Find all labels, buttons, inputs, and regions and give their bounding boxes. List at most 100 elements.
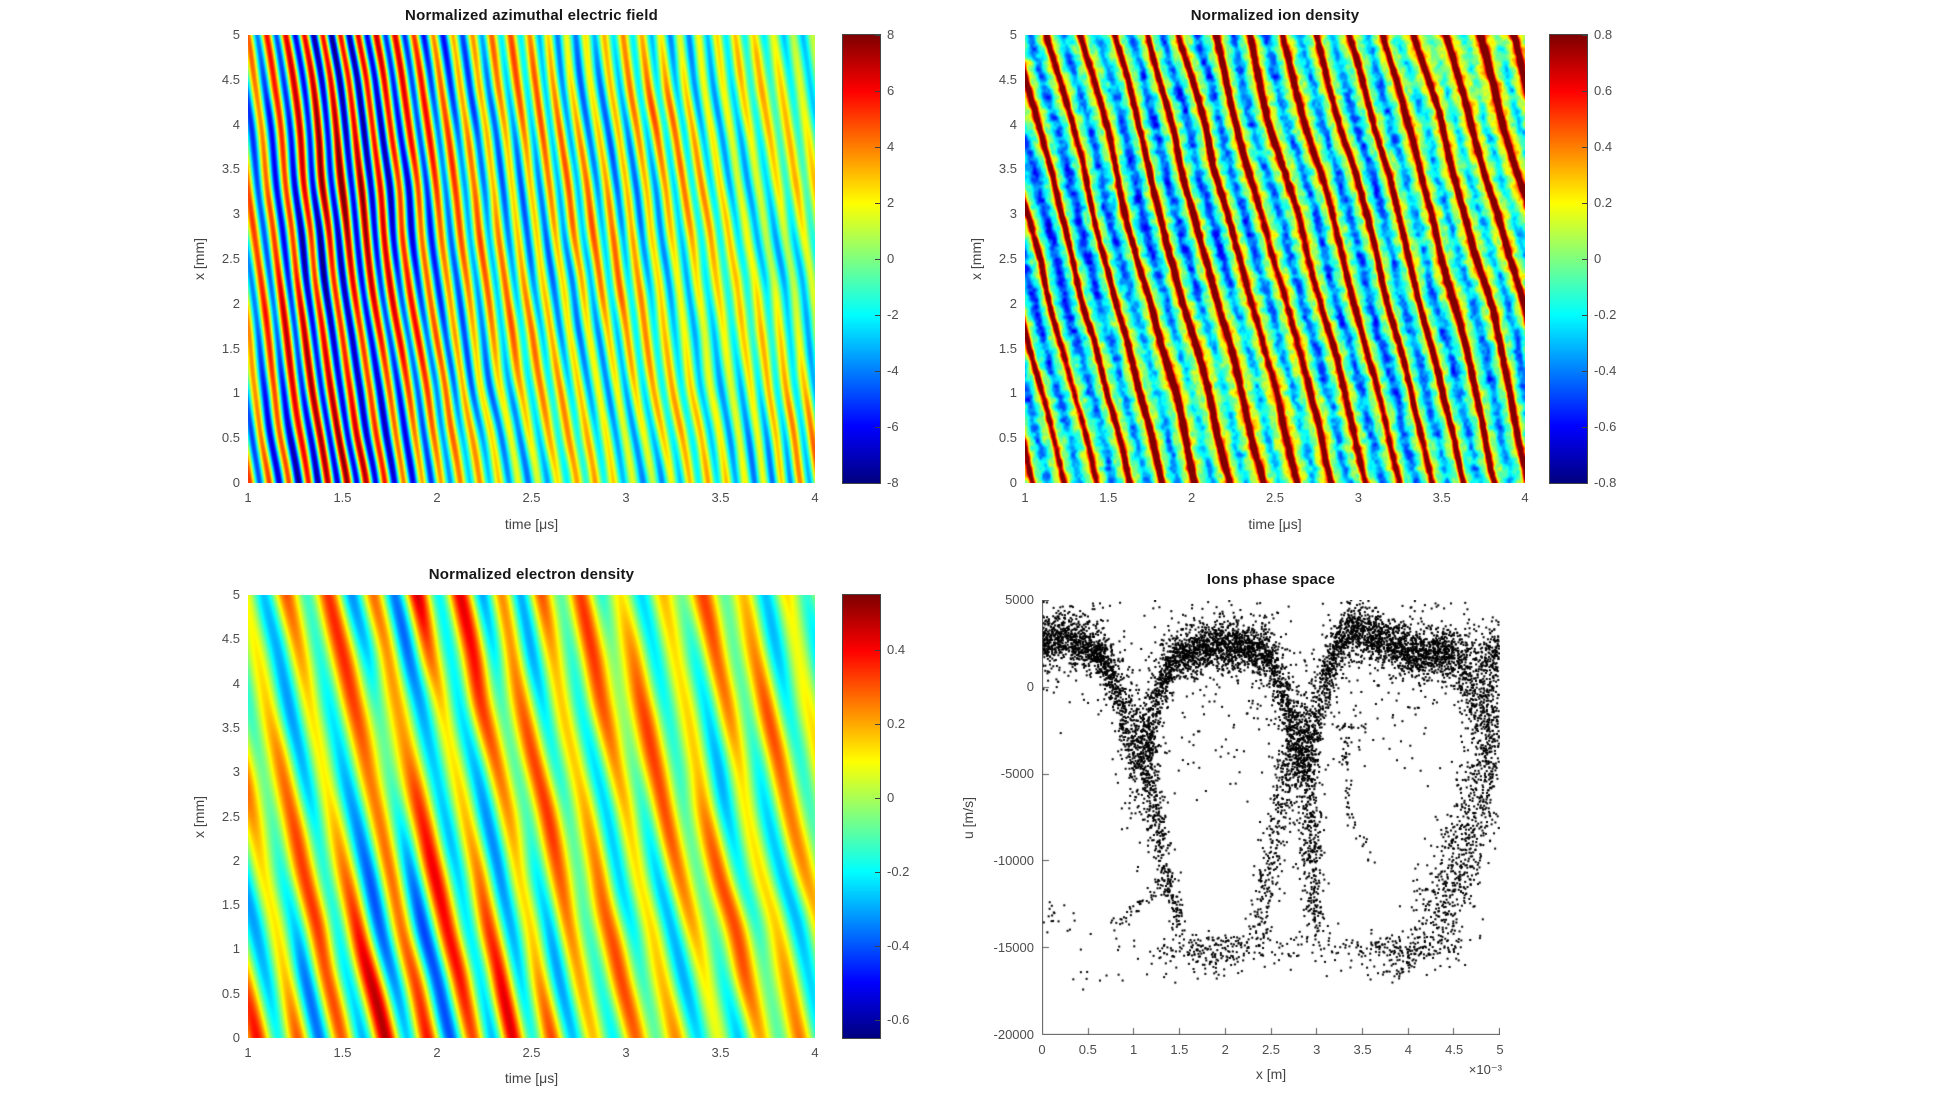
x-tick-label: 3.5: [711, 490, 730, 505]
colorbar-tick-label: 0: [887, 251, 895, 266]
colorbar-tick-label: 0: [1594, 251, 1602, 266]
plot-title-ion-phase-space: Ions phase space: [1206, 571, 1336, 588]
y-axis-label-phase-space: u [m/s]: [960, 796, 976, 840]
x-tick-label: 0: [1038, 1042, 1046, 1057]
y-tick-label: -15000: [993, 940, 1034, 955]
colorbar-tick: [875, 798, 880, 800]
y-tick-label: 3: [1009, 206, 1017, 222]
electric-field-colorbar: [843, 35, 880, 483]
x-tick-label: 1: [1021, 490, 1029, 505]
colorbar-tick: [875, 650, 880, 652]
colorbar-tick-label: 4: [887, 139, 895, 154]
y-tick-label: 3: [232, 764, 240, 780]
colorbar-tick: [875, 371, 880, 372]
colorbar-tick: [875, 724, 880, 726]
y-tick-label: 3.5: [998, 161, 1017, 177]
x-tick-label: 4: [811, 490, 819, 505]
colorbar-tick: [1582, 259, 1587, 260]
x-tick-label: 2.5: [522, 490, 541, 505]
y-tick-label: 5: [1009, 27, 1017, 42]
colorbar-tick-label: -0.8: [1594, 475, 1617, 490]
x-axis-label-electric-field: time [μs]: [504, 516, 559, 532]
x-tick-label: 3: [622, 1045, 630, 1060]
y-tick-label: 1: [232, 941, 240, 957]
y-tick-label: 1.5: [221, 897, 240, 913]
y-tick-label: 0.5: [221, 430, 240, 446]
x-axis-multiplier-label: ×10⁻³: [1468, 1062, 1502, 1077]
y-tick-label: 0: [232, 475, 240, 490]
y-tick-label: -20000: [993, 1027, 1034, 1042]
colorbar-tick-label: 6: [887, 83, 895, 98]
electron-density-colorbar: [843, 595, 880, 1038]
colorbar-tick: [875, 203, 880, 204]
y-tick-label: 2.5: [221, 251, 240, 266]
y-tick-label: 0.5: [998, 430, 1017, 446]
x-tick-label: 2.5: [522, 1045, 541, 1060]
y-tick-label: 4.5: [998, 71, 1017, 87]
colorbar-tick-label: -6: [887, 419, 899, 434]
colorbar-tick: [875, 259, 880, 260]
colorbar-tick: [1582, 483, 1587, 484]
x-tick-label: 1: [244, 1045, 252, 1060]
x-tick-label: 2: [433, 490, 441, 505]
colorbar-tick: [1582, 91, 1587, 92]
colorbar-tick: [1582, 35, 1587, 36]
colorbar-tick: [875, 1019, 880, 1021]
y-tick-label: 4.5: [221, 71, 240, 87]
x-tick-label: 1: [244, 490, 252, 505]
colorbar-tick-label: 8: [887, 27, 895, 42]
x-tick-label: 2: [1188, 490, 1196, 505]
colorbar-tick-label: -0.6: [1594, 419, 1617, 434]
y-tick-label: -10000: [993, 853, 1034, 868]
x-tick-label: 0.5: [1078, 1042, 1097, 1057]
x-tick-label: 2: [433, 1045, 441, 1060]
colorbar-tick-label: -4: [887, 363, 899, 378]
y-tick-label: 4: [232, 675, 240, 691]
x-axis-label-electron-density: time [μs]: [504, 1070, 559, 1086]
colorbar-tick-label: 2: [887, 195, 895, 210]
colorbar-tick-label: 0.2: [887, 716, 906, 732]
x-tick-label: 1.5: [333, 490, 352, 505]
colorbar-tick-label: 0.2: [1594, 195, 1613, 210]
colorbar-tick-label: 0.4: [887, 642, 906, 658]
colorbar-tick: [875, 91, 880, 92]
plot-title-ion-density: Normalized ion density: [1190, 7, 1360, 24]
y-tick-label: 3: [232, 206, 240, 222]
x-tick-label: 4: [1521, 490, 1529, 505]
colorbar-tick-label: -0.2: [1594, 307, 1617, 322]
plot-title-electron-density: Normalized electron density: [428, 566, 635, 583]
y-tick-label: 3.5: [221, 719, 240, 735]
colorbar-tick: [1582, 427, 1587, 428]
y-tick-label: 0: [1009, 475, 1017, 490]
x-tick-label: 1.5: [333, 1045, 352, 1060]
x-tick-label: 4: [811, 1045, 819, 1060]
colorbar-tick-label: -0.4: [1594, 363, 1617, 378]
x-tick-label: 1: [1129, 1042, 1138, 1057]
x-tick-label: 5: [1496, 1042, 1504, 1057]
colorbar-tick-label: 0.8: [1594, 27, 1613, 42]
y-tick-label: 3.5: [221, 161, 240, 177]
colorbar-tick: [875, 945, 880, 947]
x-tick-label: 3: [1313, 1042, 1321, 1057]
colorbar-tick: [875, 35, 880, 36]
y-tick-label: 2.5: [221, 808, 240, 824]
y-tick-label: -5000: [1000, 766, 1034, 781]
x-tick-label: 3.5: [711, 1045, 730, 1060]
y-tick-label: 2: [232, 295, 240, 311]
plot-title-electric-field: Normalized azimuthal electric field: [405, 7, 658, 24]
y-tick-label: 2: [232, 852, 240, 868]
colorbar-tick: [1582, 203, 1587, 204]
x-tick-label: 2.5: [1265, 490, 1285, 505]
y-tick-label: 4: [232, 116, 240, 132]
x-axis-label-phase-space: x [m]: [1255, 1066, 1287, 1082]
y-tick-label: 5: [232, 27, 240, 42]
y-tick-label: 2.5: [998, 251, 1017, 266]
colorbar-tick: [1582, 147, 1587, 148]
colorbar-tick: [875, 427, 880, 428]
x-tick-label: 3: [1354, 490, 1362, 505]
y-tick-label: 1.5: [998, 340, 1017, 356]
electron-density-heatmap-canvas: [248, 595, 815, 1038]
ion-phase-space-scatter-canvas: [1042, 600, 1500, 1035]
x-tick-label: 2.5: [1261, 1042, 1281, 1057]
